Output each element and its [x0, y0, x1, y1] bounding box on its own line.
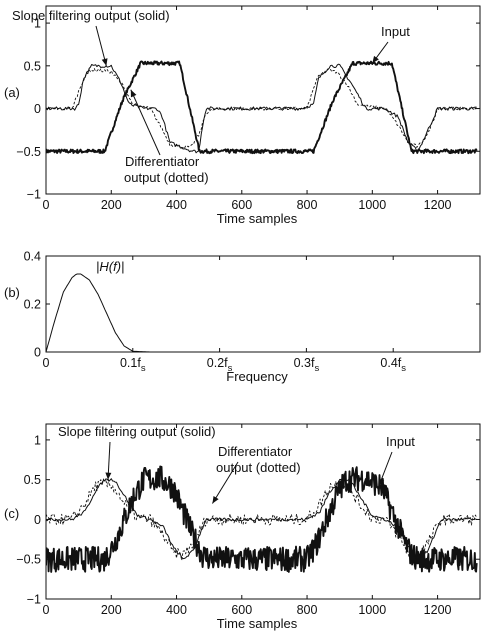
- x-axis-label: Time samples: [217, 616, 298, 631]
- x-tick-label: 600: [231, 603, 252, 617]
- annotation-label: output (dotted): [216, 460, 301, 475]
- x-tick-label: 1000: [358, 198, 386, 212]
- series-line-h-f: [46, 273, 479, 352]
- annotation-arrowhead: [212, 496, 219, 504]
- x-tick-label-value: 0: [43, 356, 50, 370]
- annotation-arrowhead: [101, 58, 108, 66]
- plot-frame: [45, 5, 481, 195]
- panel-b: 0 0.1fs 0.2fs 0.3fs 0.4fs00.20.4Frequency(b)…: [4, 250, 481, 384]
- panel-a: 0 200 400 600 800 1000 1200 −1 −0.5 0 0.5 1 Time sam…: [4, 5, 481, 226]
- x-tick-label: 800: [297, 198, 318, 212]
- series-line-input: [46, 465, 478, 573]
- annotation-label: Input: [381, 24, 410, 39]
- annotation-label: Differentiator: [218, 444, 293, 459]
- x-tick-label: 1200: [424, 603, 452, 617]
- y-tick-label: 0.2: [24, 298, 41, 312]
- annotation-arrowhead: [105, 472, 112, 480]
- annotation-label: Slope filtering output (solid): [12, 8, 170, 23]
- annotation-arrow: [211, 461, 239, 504]
- y-tick-label: 0.4: [24, 250, 41, 264]
- x-axis-label: Time samples: [217, 211, 298, 226]
- annotation-arrow: [130, 89, 161, 156]
- x-tick-label: 0.2fs: [207, 356, 233, 374]
- x-tick-label: 1000: [358, 603, 386, 617]
- annotation-label: Slope filtering output (solid): [58, 424, 216, 439]
- x-tick-label: 800: [297, 603, 318, 617]
- x-tick-label: 0.4fs: [380, 356, 406, 374]
- x-tick-label-value: 0.4f: [380, 356, 401, 370]
- series-group: [46, 60, 478, 155]
- panel-c: 0 200 400 600 800 1000 1200 −1 −0.5 0 0.5 1 Time sam…: [4, 423, 481, 631]
- y-tick-label: 0.5: [24, 473, 41, 487]
- panel-label: (c): [4, 506, 19, 521]
- series-line-differentiator-output: [46, 478, 478, 561]
- y-tick-label: −0.5: [16, 145, 41, 159]
- x-tick-label-subscript: s: [314, 363, 319, 374]
- series-group: [46, 273, 479, 352]
- y-tick-label: −1: [27, 188, 41, 202]
- x-tick-label: 0.3fs: [294, 356, 320, 374]
- panel-label: (a): [4, 85, 20, 100]
- plot-frame: [45, 423, 481, 600]
- x-tick-label: 0.1fs: [120, 356, 146, 374]
- x-tick-label-subscript: s: [228, 363, 233, 374]
- panel-label: (b): [4, 285, 20, 300]
- annotation-arrowhead: [130, 89, 137, 98]
- y-tick-label: 0: [34, 346, 41, 360]
- annotation-arrowhead: [378, 478, 385, 487]
- x-tick-label: 0: [43, 603, 50, 617]
- x-tick-label: 0: [43, 198, 50, 212]
- x-tick-label: 1200: [424, 198, 452, 212]
- series-line-differentiator-output: [46, 68, 478, 149]
- x-tick-label: 0: [43, 356, 50, 370]
- x-tick-label-subscript: s: [141, 363, 146, 374]
- x-tick-label-subscript: s: [401, 363, 406, 374]
- series-line-input: [46, 60, 478, 155]
- y-tick-label: −1: [27, 593, 41, 607]
- series-line-slope-filtering-output: [46, 63, 477, 154]
- annotation-arrowhead: [372, 55, 379, 64]
- annotation-label: output (dotted): [124, 170, 209, 185]
- y-tick-label: 1: [34, 17, 41, 31]
- annotation-label: Input: [386, 434, 415, 449]
- series-line-slope-filtering-output: [46, 478, 477, 561]
- y-tick-label: 0: [34, 102, 41, 116]
- x-tick-label: 200: [101, 198, 122, 212]
- x-tick-label: 400: [166, 603, 187, 617]
- series-group: [46, 465, 478, 573]
- y-tick-label: 1: [34, 433, 41, 447]
- y-tick-label: −0.5: [16, 553, 41, 567]
- x-tick-label: 200: [101, 603, 122, 617]
- y-tick-label: 0.5: [24, 59, 41, 73]
- x-tick-label-value: 0.2f: [207, 356, 228, 370]
- x-tick-label-value: 0.1f: [120, 356, 141, 370]
- annotation-label: |H(f)|: [96, 259, 124, 274]
- y-tick-label: 0: [34, 513, 41, 527]
- x-axis-label: Frequency: [226, 369, 288, 384]
- x-tick-label: 400: [166, 198, 187, 212]
- x-tick-label: 600: [231, 198, 252, 212]
- x-tick-label-value: 0.3f: [294, 356, 315, 370]
- annotation-label: Differentiator: [125, 154, 200, 169]
